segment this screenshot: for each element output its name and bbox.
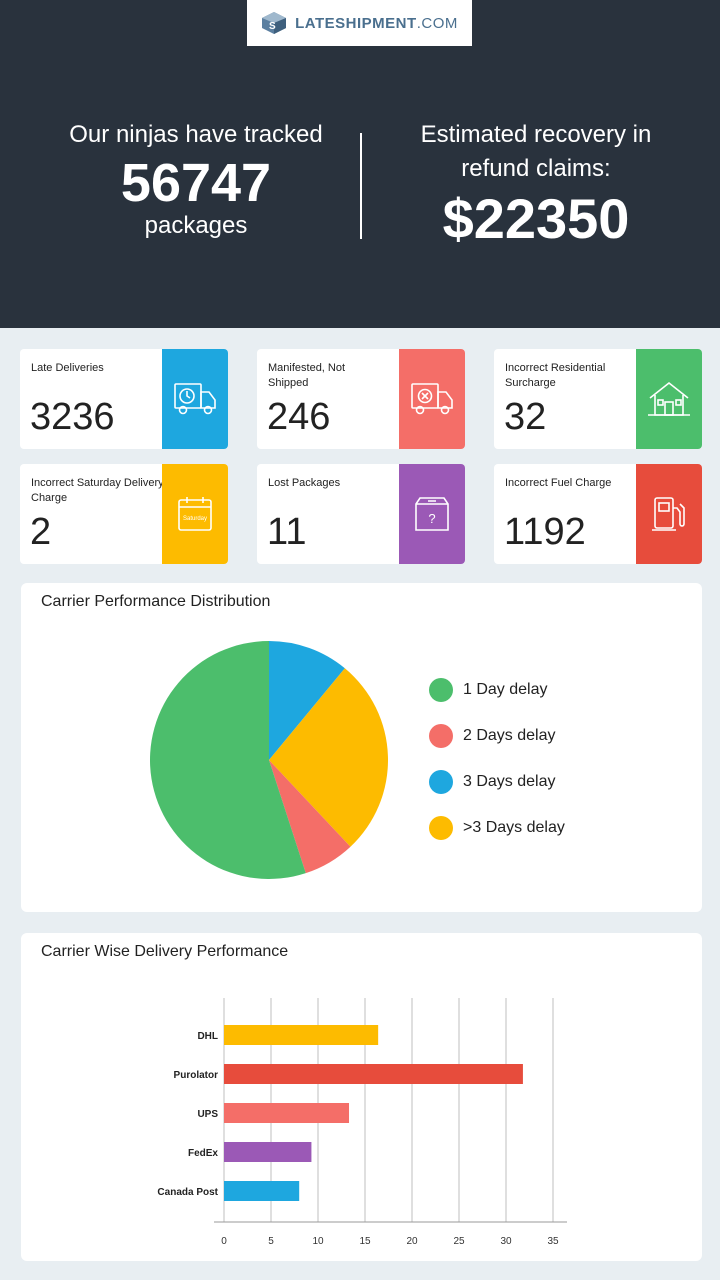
recovery-label-2: refund claims: <box>461 155 611 182</box>
legend-label: 3 Days delay <box>463 773 556 790</box>
bar-fedex[interactable] <box>224 1142 312 1162</box>
x-tick-label: 20 <box>406 1236 418 1247</box>
hero-divider <box>360 133 362 239</box>
card-label: Late Deliveries <box>31 362 104 374</box>
pie-slice-1-day-delay[interactable] <box>149 641 306 879</box>
legend-item[interactable]: 3 Days delay <box>429 769 556 795</box>
card-label: Incorrect Saturday Delivery Charge <box>31 477 164 504</box>
category-label: DHL <box>197 1031 218 1042</box>
hero-banner: S LATESHIPMENT.COM Our ninjas have track… <box>0 0 720 328</box>
house-icon <box>648 381 690 416</box>
card-value: 246 <box>267 396 331 438</box>
brand-name: LATESHIPMENT.COM <box>295 15 458 32</box>
card-incorrect-residential-surcharge[interactable]: Incorrect Residential Surcharge 32 <box>494 349 702 449</box>
card-icon-box <box>636 464 702 564</box>
legend-label: >3 Days delay <box>463 819 565 836</box>
bar-chart: 0 5 10 15 20 25 30 35 DHL Purolator UPS FedEx Canada… <box>157 998 567 1247</box>
delivery-truck-clock-icon <box>174 383 216 415</box>
brand-name-bold: LATESHIPMENT <box>295 14 417 32</box>
x-tick-label: 30 <box>500 1236 512 1247</box>
pie-chart-title: Carrier Performance Distribution <box>41 593 271 610</box>
legend-dot <box>429 816 453 840</box>
brand-logo[interactable]: S LATESHIPMENT.COM <box>247 0 472 46</box>
bar-canada-post[interactable] <box>224 1181 300 1201</box>
legend-label: 2 Days delay <box>463 727 556 744</box>
pie-slice--3-days-delay[interactable] <box>269 668 388 847</box>
x-tick-label: 0 <box>221 1236 227 1247</box>
card-icon-box: Saturday <box>162 464 228 564</box>
card-icon-box <box>162 349 228 449</box>
bar-purolator[interactable] <box>224 1064 523 1084</box>
calendar-saturday-icon: Saturday <box>178 497 212 531</box>
pie-slice-3-days-delay[interactable] <box>269 641 345 760</box>
legend-dot <box>429 770 453 794</box>
legend-label: 1 Day delay <box>463 681 548 698</box>
pie-chart <box>149 641 388 879</box>
fuel-pump-icon <box>652 497 685 531</box>
logo-cube-icon: S <box>262 12 287 34</box>
package-question-icon: ? <box>415 497 449 531</box>
legend-dot <box>429 724 453 748</box>
card-value: 11 <box>267 511 307 553</box>
bar-chart-title: Carrier Wise Delivery Performance <box>41 943 289 960</box>
card-value: 2 <box>30 511 52 553</box>
tracked-label: Our ninjas have tracked <box>69 121 323 148</box>
x-tick-label: 10 <box>312 1236 324 1247</box>
category-label: UPS <box>197 1109 218 1120</box>
tracked-packages-stat: Our ninjas have tracked 56747 packages <box>46 118 346 240</box>
recovery-stat: Estimated recovery in refund claims: $22… <box>386 118 686 250</box>
card-icon-box <box>399 349 465 449</box>
x-tick-label: 35 <box>547 1236 559 1247</box>
delivery-truck-x-icon <box>411 383 453 415</box>
carrier-performance-panel: Carrier Performance Distribution 1 Day d… <box>21 583 702 912</box>
category-label: FedEx <box>188 1148 218 1159</box>
recovery-value: $22350 <box>442 187 630 250</box>
card-label: Incorrect Fuel Charge <box>505 477 612 489</box>
card-label: Incorrect Residential Surcharge <box>505 362 606 389</box>
category-label: Purolator <box>174 1070 219 1081</box>
recovery-label-1: Estimated recovery in <box>420 121 652 148</box>
legend-dot <box>429 678 453 702</box>
card-late-deliveries[interactable]: Late Deliveries 3236 <box>20 349 228 449</box>
card-manifested-not-shipped[interactable]: Manifested, Not Shipped 246 <box>257 349 465 449</box>
brand-name-light: .COM <box>416 14 458 32</box>
tracked-value: 56747 <box>120 153 272 213</box>
category-label: Canada Post <box>157 1187 218 1198</box>
legend-item[interactable]: 2 Days delay <box>429 723 556 749</box>
legend-item[interactable]: >3 Days delay <box>429 815 565 841</box>
card-incorrect-fuel-charge[interactable]: Incorrect Fuel Charge 1192 <box>494 464 702 564</box>
x-tick-label: 15 <box>359 1236 371 1247</box>
card-icon-box: ? <box>399 464 465 564</box>
card-icon-box <box>636 349 702 449</box>
bar-dhl[interactable] <box>224 1025 379 1045</box>
card-value: 1192 <box>504 511 586 553</box>
tracked-unit: packages <box>144 212 248 239</box>
carrier-delivery-panel: Carrier Wise Delivery Performance 0 5 10 15… <box>21 933 702 1261</box>
card-value: 32 <box>504 396 547 438</box>
x-tick-label: 25 <box>453 1236 465 1247</box>
card-incorrect-saturday-delivery[interactable]: Incorrect Saturday Delivery Charge 2 Sat… <box>20 464 228 564</box>
x-tick-label: 5 <box>268 1236 274 1247</box>
card-value: 3236 <box>30 396 115 438</box>
card-lost-packages[interactable]: Lost Packages 11 ? <box>257 464 465 564</box>
calendar-text: Saturday <box>183 516 207 522</box>
package-question-mark: ? <box>428 511 435 526</box>
bar-ups[interactable] <box>224 1103 350 1123</box>
pie-slice-2-days-delay[interactable] <box>269 760 351 874</box>
card-label: Manifested, Not Shipped <box>268 362 346 389</box>
card-label: Lost Packages <box>268 477 341 489</box>
legend-item[interactable]: 1 Day delay <box>429 677 548 703</box>
svg-text:S: S <box>269 21 276 32</box>
